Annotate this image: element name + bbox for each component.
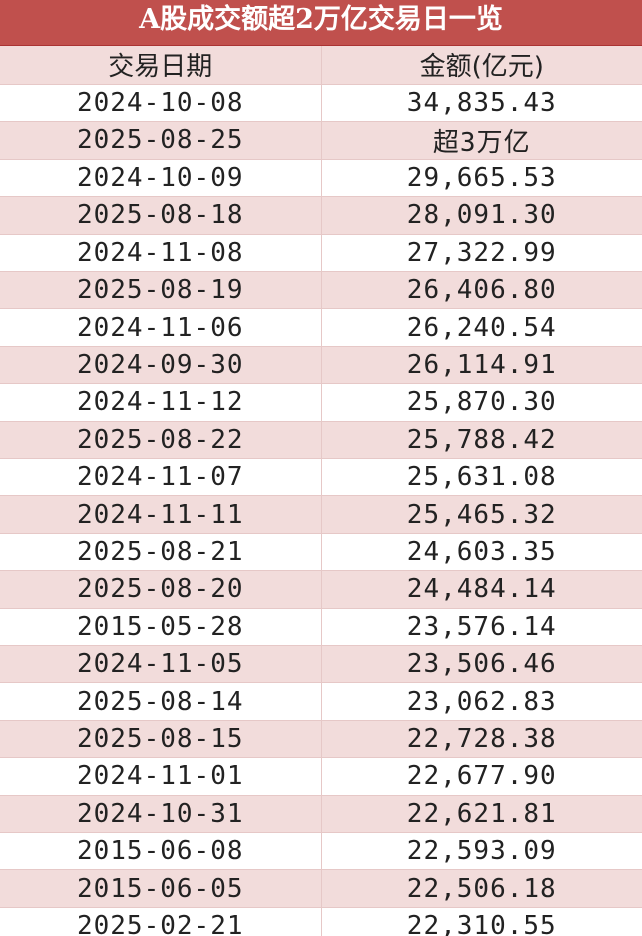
amount-cell: 超3万亿 bbox=[321, 121, 642, 160]
date-cell: 2024-11-07 bbox=[0, 458, 322, 497]
table-row: 2024-11-01 22,677.90 bbox=[0, 757, 642, 796]
amount-cell: 23,062.83 bbox=[321, 682, 642, 721]
date-cell: 2024-10-31 bbox=[0, 795, 322, 833]
header-row: 交易日期 金额(亿元) bbox=[0, 46, 642, 85]
amount-cell: 26,240.54 bbox=[321, 308, 642, 347]
amount-cell: 24,484.14 bbox=[321, 570, 642, 609]
amount-cell: 28,091.30 bbox=[321, 196, 642, 235]
date-cell: 2024-11-12 bbox=[0, 383, 322, 422]
table-row: 2024-09-30 26,114.91 bbox=[0, 346, 642, 385]
amount-cell: 22,506.18 bbox=[321, 869, 642, 908]
header-cell: 金额(亿元) bbox=[321, 46, 642, 85]
table-row: 2025-02-21 22,310.55 bbox=[0, 907, 642, 936]
date-cell: 2025-08-21 bbox=[0, 533, 322, 572]
table: 交易日期 金额(亿元) 2024-10-08 34,835.43 2025-08-25… bbox=[0, 46, 642, 936]
amount-cell: 25,788.42 bbox=[321, 421, 642, 460]
date-cell: 2024-11-08 bbox=[0, 234, 322, 273]
table-row: 2024-11-12 25,870.30 bbox=[0, 383, 642, 422]
amount-cell: 25,870.30 bbox=[321, 383, 642, 422]
table-row: 2024-10-08 34,835.43 bbox=[0, 84, 642, 122]
table-row: 2025-08-25 超3万亿 bbox=[0, 121, 642, 160]
table-row: 2024-10-09 29,665.53 bbox=[0, 159, 642, 198]
amount-cell: 27,322.99 bbox=[321, 234, 642, 273]
title: A股成交额超2万亿交易日一览 bbox=[0, 0, 642, 46]
table-row: 2024-11-08 27,322.99 bbox=[0, 234, 642, 273]
amount-cell: 34,835.43 bbox=[321, 84, 642, 122]
date-cell: 2024-10-08 bbox=[0, 84, 322, 122]
date-cell: 2025-08-19 bbox=[0, 271, 322, 310]
date-cell: 2024-11-01 bbox=[0, 757, 322, 796]
table-row: 2015-06-05 22,506.18 bbox=[0, 869, 642, 908]
table-row: 2024-11-07 25,631.08 bbox=[0, 458, 642, 497]
date-cell: 2025-08-22 bbox=[0, 421, 322, 460]
amount-cell: 24,603.35 bbox=[321, 533, 642, 572]
table-row: 2025-08-14 23,062.83 bbox=[0, 682, 642, 721]
date-cell: 2025-08-15 bbox=[0, 720, 322, 759]
date-cell: 2025-08-14 bbox=[0, 682, 322, 721]
amount-cell: 22,728.38 bbox=[321, 720, 642, 759]
date-cell: 2025-02-21 bbox=[0, 907, 322, 936]
amount-cell: 26,114.91 bbox=[321, 346, 642, 385]
amount-cell: 25,465.32 bbox=[321, 495, 642, 534]
table-row: 2025-08-19 26,406.80 bbox=[0, 271, 642, 310]
date-cell: 2024-11-05 bbox=[0, 645, 322, 684]
date-cell: 2015-06-05 bbox=[0, 869, 322, 908]
table-row: 2025-08-18 28,091.30 bbox=[0, 196, 642, 235]
amount-cell: 23,576.14 bbox=[321, 608, 642, 646]
header-cell: 交易日期 bbox=[0, 46, 322, 85]
date-cell: 2024-11-11 bbox=[0, 495, 322, 534]
amount-cell: 22,677.90 bbox=[321, 757, 642, 796]
table-row: 2024-11-11 25,465.32 bbox=[0, 495, 642, 534]
amount-cell: 22,621.81 bbox=[321, 795, 642, 833]
date-cell: 2025-08-20 bbox=[0, 570, 322, 609]
table-row: 2025-08-20 24,484.14 bbox=[0, 570, 642, 609]
table-row: 2025-08-15 22,728.38 bbox=[0, 720, 642, 759]
amount-cell: 25,631.08 bbox=[321, 458, 642, 497]
amount-cell: 23,506.46 bbox=[321, 645, 642, 684]
date-cell: 2024-11-06 bbox=[0, 308, 322, 347]
date-cell: 2024-09-30 bbox=[0, 346, 322, 385]
table-row: 2015-06-08 22,593.09 bbox=[0, 832, 642, 871]
date-cell: 2015-06-08 bbox=[0, 832, 322, 871]
date-cell: 2015-05-28 bbox=[0, 608, 322, 646]
table-row: 2015-05-28 23,576.14 bbox=[0, 608, 642, 646]
table-row: 2025-08-22 25,788.42 bbox=[0, 421, 642, 460]
amount-cell: 22,310.55 bbox=[321, 907, 642, 936]
amount-cell: 29,665.53 bbox=[321, 159, 642, 198]
table-row: 2024-11-06 26,240.54 bbox=[0, 308, 642, 347]
date-cell: 2024-10-09 bbox=[0, 159, 322, 198]
amount-cell: 22,593.09 bbox=[321, 832, 642, 871]
amount-cell: 26,406.80 bbox=[321, 271, 642, 310]
table-row: 2024-11-05 23,506.46 bbox=[0, 645, 642, 684]
date-cell: 2025-08-18 bbox=[0, 196, 322, 235]
date-cell: 2025-08-25 bbox=[0, 121, 322, 160]
table-row: 2024-10-31 22,621.81 bbox=[0, 795, 642, 833]
table-row: 2025-08-21 24,603.35 bbox=[0, 533, 642, 572]
